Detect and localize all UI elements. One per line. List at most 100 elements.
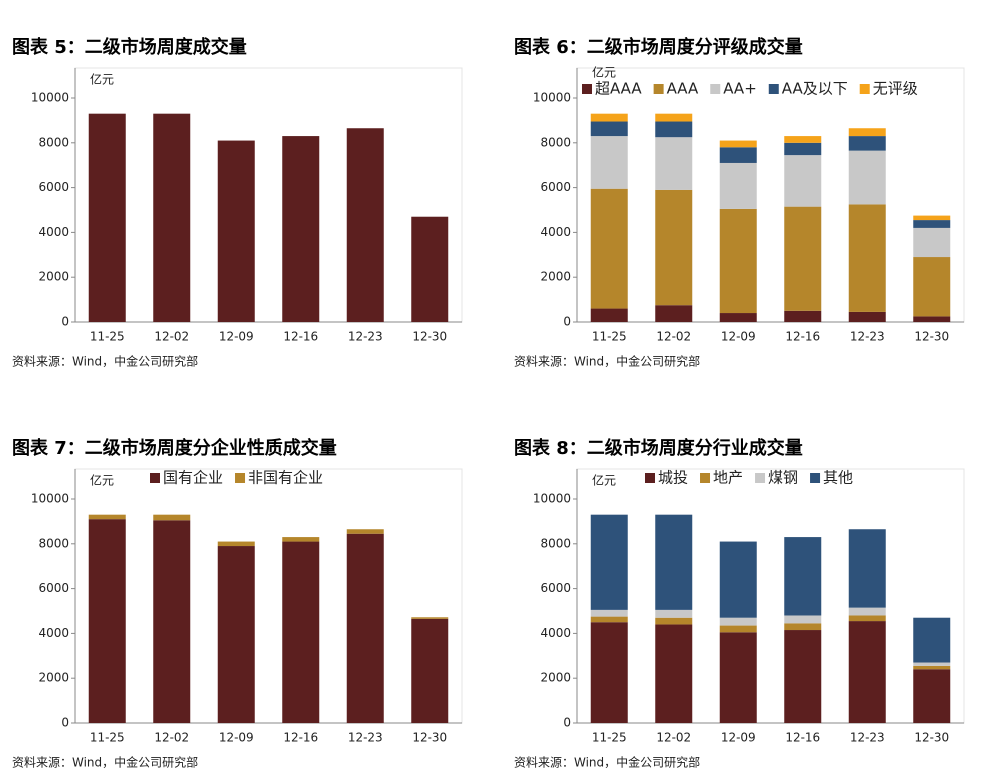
y-tick-label: 10000 [31,91,69,105]
legend-swatch [235,473,246,483]
y-tick-label: 0 [61,315,69,329]
bar-segment [719,162,757,209]
legend-label: AAA [667,80,699,98]
legend-swatch [645,473,655,483]
bar-segment [88,519,126,723]
bar [346,128,384,322]
legend-swatch [755,473,766,483]
bar-segment [590,121,628,137]
legend-swatch [768,84,779,94]
x-tick-label: 12-09 [721,731,756,745]
bar-segment [655,609,693,618]
bar-segment [590,622,628,723]
legend-label: 城投 [658,469,688,487]
bar-segment [848,621,886,723]
bar-segment [848,136,886,151]
legend-swatch [150,473,160,483]
y-tick-label: 2000 [38,671,69,685]
bar-segment [153,520,191,723]
legend-label: 国有企业 [163,469,223,487]
y-tick-label: 2000 [540,270,571,284]
bar-segment [655,624,693,723]
bar-segment [88,514,126,520]
bar-segment [411,618,449,723]
y-tick-label: 0 [61,716,69,730]
x-tick-label: 11-25 [90,330,125,344]
y-tick-label: 6000 [38,180,69,194]
legend-swatch [582,84,592,94]
bar-segment [719,208,757,314]
x-tick-label: 12-09 [219,731,254,745]
bar [88,113,126,323]
chart-title: 图表 8：二级市场周度分行业成交量 [514,437,803,459]
x-tick-label: 12-09 [721,330,756,344]
y-tick-label: 4000 [540,626,571,640]
y-tick-label: 8000 [540,536,571,550]
legend-label: AA+ [723,80,757,98]
legend-swatch [700,473,711,483]
bar-segment [346,529,384,534]
bar-segment [848,607,886,616]
x-tick-label: 12-30 [914,330,949,344]
bar-segment [913,257,951,317]
x-tick-label: 12-23 [850,330,885,344]
bar-segment [848,204,886,312]
legend-label: AA及以下 [782,80,848,98]
y-tick-label: 6000 [540,180,571,194]
x-tick-label: 12-02 [154,731,189,745]
bar-segment [913,669,951,723]
bar-segment [411,617,449,619]
x-tick-label: 12-02 [656,330,691,344]
legend-label: 其他 [823,469,853,487]
bar-segment [913,227,951,258]
y-tick-label: 2000 [38,270,69,284]
bar-segment [590,308,628,322]
unit-label: 亿元 [90,473,114,488]
y-tick-label: 10000 [533,492,571,506]
bar [282,136,320,322]
bar-segment [590,136,628,189]
bar-segment [217,541,255,547]
bar-segment [784,136,822,143]
bar-segment [784,310,822,322]
legend-swatch [859,84,870,94]
bar-segment [282,537,320,542]
bar-segment [848,128,886,137]
bar-segment [590,616,628,623]
chart-title: 图表 7：二级市场周度分企业性质成交量 [12,437,337,459]
bar-segment [282,541,320,723]
bar-segment [655,617,693,625]
source-note: 资料来源：Wind，中金公司研究部 [514,755,700,770]
source-note: 资料来源：Wind，中金公司研究部 [12,354,198,369]
y-tick-label: 8000 [38,536,69,550]
unit-label: 亿元 [90,72,114,87]
bar-segment [848,311,886,322]
bar-segment [913,617,951,663]
plot-frame [576,468,965,724]
x-tick-label: 11-25 [592,330,627,344]
plot-frame [576,67,965,323]
bar-segment [655,121,693,138]
bar-segment [913,662,951,666]
bar-segment [784,630,822,723]
plot-frame [74,67,463,323]
chart-title: 图表 6：二级市场周度分评级成交量 [514,36,803,58]
source-note: 资料来源：Wind，中金公司研究部 [514,354,700,369]
bar-segment [784,537,822,616]
y-tick-label: 6000 [540,581,571,595]
bar [153,113,191,323]
bar-segment [913,316,951,322]
legend-label: 无评级 [873,80,918,98]
source-note: 资料来源：Wind，中金公司研究部 [12,755,198,770]
bar-segment [590,113,628,122]
legend-swatch [653,84,664,94]
y-tick-label: 0 [563,716,571,730]
bar-segment [153,514,191,521]
bar-segment [784,615,822,624]
bar-segment [913,215,951,221]
legend-label: 非国有企业 [248,469,323,487]
x-tick-label: 12-30 [412,330,447,344]
x-tick-label: 12-16 [785,731,820,745]
y-tick-label: 6000 [38,581,69,595]
